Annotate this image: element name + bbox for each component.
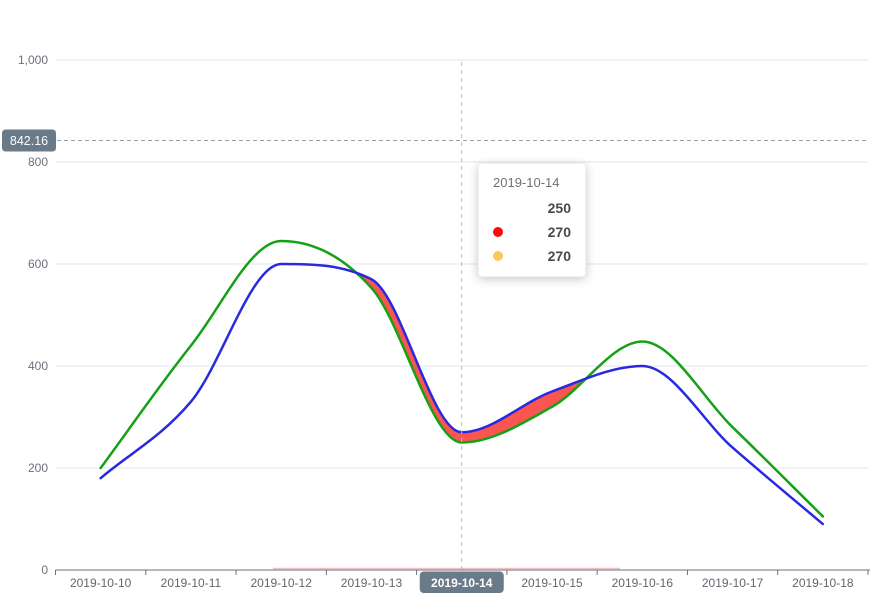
x-axis-label: 2019-10-11 bbox=[161, 576, 222, 590]
x-axis-label: 2019-10-15 bbox=[521, 576, 583, 590]
tooltip-row: 270 bbox=[493, 244, 571, 268]
markline-value-text: 842.16 bbox=[10, 134, 48, 148]
markline-value-badge bbox=[2, 129, 56, 152]
difference-band-area bbox=[358, 273, 585, 443]
x-axis-label: 2019-10-18 bbox=[792, 576, 854, 590]
y-axis-label: 0 bbox=[41, 563, 48, 577]
y-axis-label: 800 bbox=[28, 155, 48, 169]
x-axis-label: 2019-10-12 bbox=[250, 576, 312, 590]
x-axis bbox=[55, 569, 870, 575]
x-axis-label: 2019-10-16 bbox=[612, 576, 674, 590]
x-axis-labels: 2019-10-10 2019-10-11 2019-10-12 2019-10-13… bbox=[70, 571, 854, 593]
x-axis-label: 2019-10-17 bbox=[702, 576, 764, 590]
tooltip: 2019-10-14 250 270 270 bbox=[478, 163, 586, 277]
green-series-line bbox=[99, 239, 825, 518]
x-axis-label-highlighted: 2019-10-14 bbox=[431, 576, 493, 590]
tooltip-title: 2019-10-14 bbox=[493, 175, 560, 190]
blue-series-line bbox=[99, 262, 825, 526]
tooltip-value: 270 bbox=[547, 248, 571, 264]
axis-pointer-label-badge bbox=[419, 571, 504, 593]
tooltip-row: 250 bbox=[493, 196, 571, 220]
x-axis-label: 2019-10-10 bbox=[70, 576, 132, 590]
y-axis-label: 1,000 bbox=[18, 53, 48, 67]
series-marker-dot bbox=[493, 227, 503, 237]
difference-band bbox=[358, 273, 585, 443]
tooltip-row: 270 bbox=[493, 220, 571, 244]
x-axis-label: 2019-10-13 bbox=[341, 576, 403, 590]
tooltip-value: 270 bbox=[547, 224, 571, 240]
tooltip-value: 250 bbox=[547, 200, 571, 216]
series-lines bbox=[99, 239, 825, 526]
y-axis-labels: 0 200 400 600 800 1,000 bbox=[18, 53, 48, 577]
series-marker-dot bbox=[493, 251, 503, 261]
y-axis-label: 600 bbox=[28, 257, 48, 271]
y-axis-label: 400 bbox=[28, 359, 48, 373]
markline: 842.16 bbox=[2, 129, 868, 152]
y-axis-label: 200 bbox=[28, 461, 48, 475]
